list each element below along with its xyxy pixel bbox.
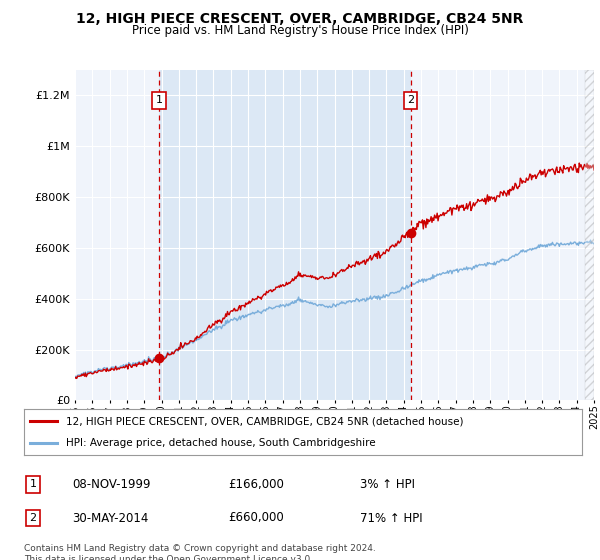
Text: £660,000: £660,000 <box>228 511 284 525</box>
Text: 2: 2 <box>407 96 415 105</box>
Text: 1: 1 <box>155 96 163 105</box>
Polygon shape <box>586 70 594 400</box>
Text: 30-MAY-2014: 30-MAY-2014 <box>72 511 148 525</box>
Text: 2: 2 <box>29 513 37 523</box>
Bar <box>159 70 411 400</box>
Text: 08-NOV-1999: 08-NOV-1999 <box>72 478 151 491</box>
Text: Contains HM Land Registry data © Crown copyright and database right 2024.
This d: Contains HM Land Registry data © Crown c… <box>24 544 376 560</box>
Text: 12, HIGH PIECE CRESCENT, OVER, CAMBRIDGE, CB24 5NR: 12, HIGH PIECE CRESCENT, OVER, CAMBRIDGE… <box>76 12 524 26</box>
Text: 12, HIGH PIECE CRESCENT, OVER, CAMBRIDGE, CB24 5NR (detached house): 12, HIGH PIECE CRESCENT, OVER, CAMBRIDGE… <box>66 416 463 426</box>
Text: Price paid vs. HM Land Registry's House Price Index (HPI): Price paid vs. HM Land Registry's House … <box>131 24 469 37</box>
Text: 1: 1 <box>29 479 37 489</box>
Text: 71% ↑ HPI: 71% ↑ HPI <box>360 511 422 525</box>
Text: £166,000: £166,000 <box>228 478 284 491</box>
Text: 3% ↑ HPI: 3% ↑ HPI <box>360 478 415 491</box>
Text: HPI: Average price, detached house, South Cambridgeshire: HPI: Average price, detached house, Sout… <box>66 438 376 448</box>
